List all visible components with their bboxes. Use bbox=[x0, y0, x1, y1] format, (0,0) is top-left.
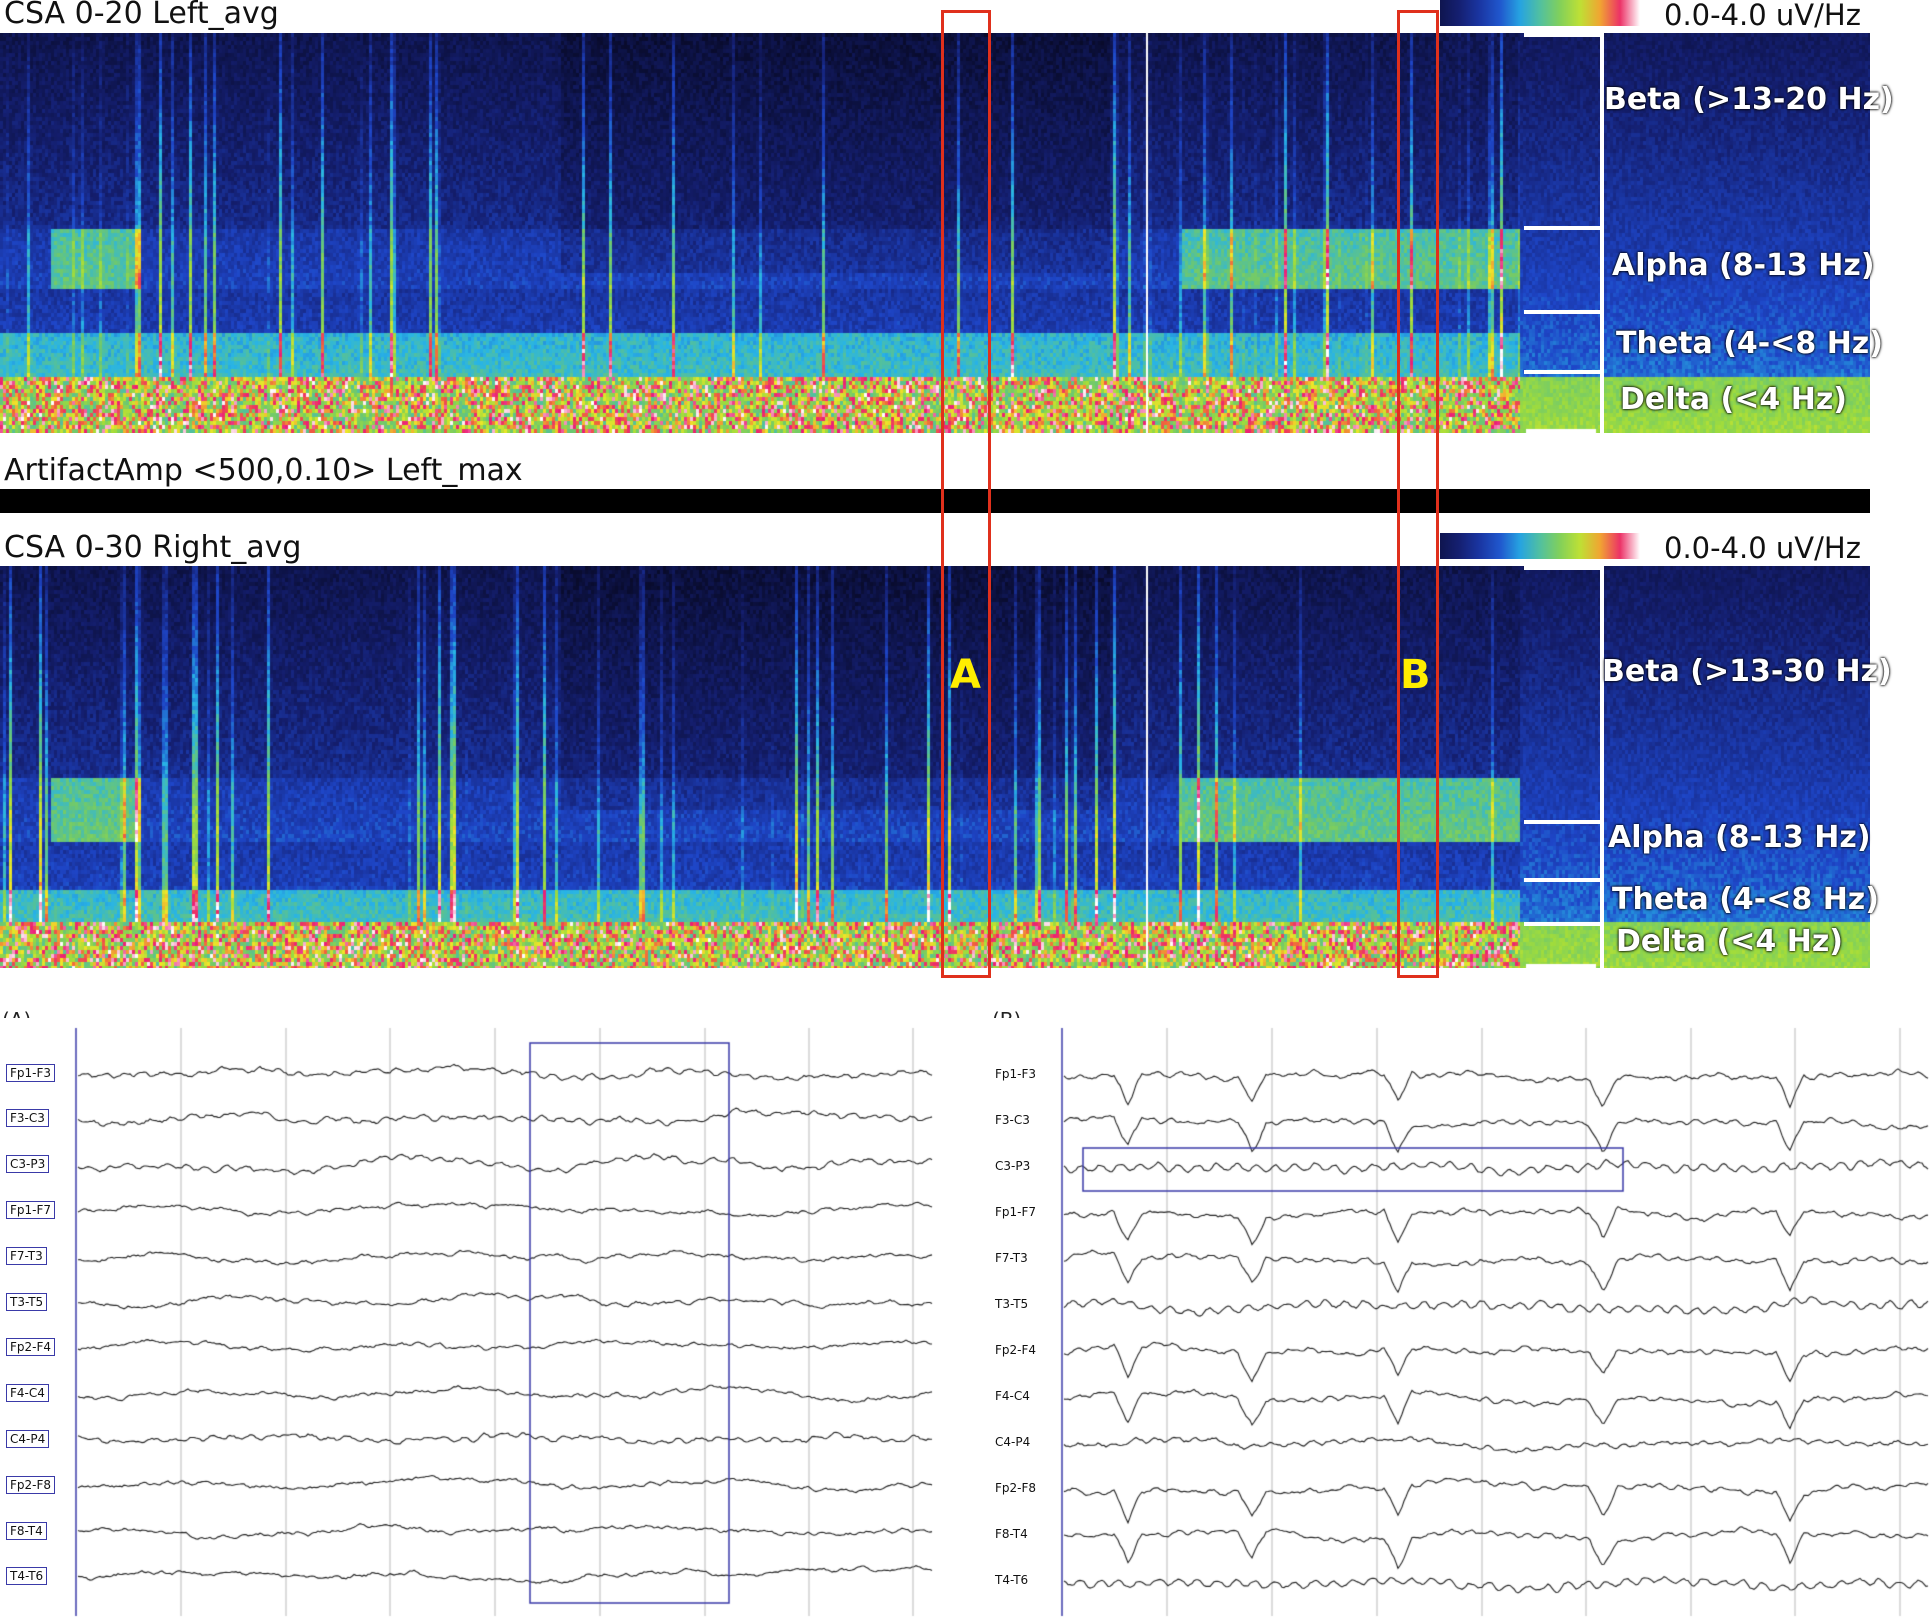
channel-label: Fp1-F3 bbox=[995, 1067, 1037, 1081]
csa-bottom-bracket-tick bbox=[1524, 820, 1602, 824]
csa-bottom-bracket-tick bbox=[1524, 922, 1602, 926]
channel-label: F7-T3 bbox=[6, 1247, 47, 1265]
csa-bottom-bracket-tick bbox=[1524, 566, 1602, 570]
artifact-bar bbox=[0, 489, 1870, 513]
csa-top-bracket-tick bbox=[1524, 226, 1602, 230]
artifact-title: ArtifactAmp <500,0.10> Left_max bbox=[4, 453, 523, 488]
channel-label: Fp1-F3 bbox=[6, 1064, 56, 1082]
csa-top-beta-label: Beta (>13-20 Hz) bbox=[1604, 82, 1894, 117]
channel-label: F3-C3 bbox=[995, 1113, 1030, 1127]
channel-label: Fp2-F4 bbox=[6, 1338, 56, 1356]
channel-label: Fp2-F4 bbox=[995, 1343, 1037, 1357]
channel-label: C3-P3 bbox=[6, 1155, 50, 1173]
csa-bottom-bracket-tick bbox=[1524, 878, 1602, 882]
csa-bottom-band-bracket bbox=[1600, 566, 1604, 968]
region-b-highlight-box bbox=[1397, 10, 1439, 978]
csa-top-scale: 0.0-4.0 uV/Hz bbox=[1664, 0, 1861, 32]
csa-top-alpha-label: Alpha (8-13 Hz) bbox=[1612, 248, 1875, 283]
channel-label: T4-T6 bbox=[6, 1567, 48, 1585]
region-b-label: B bbox=[1400, 652, 1431, 698]
channel-label: C3-P3 bbox=[995, 1159, 1031, 1173]
csa-bottom-title: CSA 0-30 Right_avg bbox=[4, 530, 302, 565]
csa-bottom-colorbar bbox=[1440, 533, 1640, 559]
channel-label: C4-P4 bbox=[6, 1430, 50, 1448]
channel-label: T4-T6 bbox=[995, 1573, 1029, 1587]
csa-top-bracket-tick bbox=[1524, 370, 1602, 374]
region-a-highlight-box bbox=[941, 10, 991, 978]
channel-label: F4-C4 bbox=[6, 1384, 49, 1402]
csa-top-band-bracket bbox=[1600, 33, 1604, 433]
csa-bottom-delta-label: Delta (<4 Hz) bbox=[1616, 924, 1844, 959]
channel-label: T3-T5 bbox=[995, 1297, 1029, 1311]
csa-bottom-theta-label: Theta (4-<8 Hz) bbox=[1612, 882, 1879, 917]
csa-top-delta-label: Delta (<4 Hz) bbox=[1620, 382, 1848, 417]
csa-bottom-spectrogram bbox=[0, 566, 1870, 968]
channel-label: Fp2-F8 bbox=[995, 1481, 1037, 1495]
channel-label: C4-P4 bbox=[995, 1435, 1031, 1449]
eeg-b-traces bbox=[990, 1018, 1931, 1618]
channel-label: F3-C3 bbox=[6, 1109, 49, 1127]
channel-label: F7-T3 bbox=[995, 1251, 1028, 1265]
channel-label: Fp2-F8 bbox=[6, 1476, 56, 1494]
channel-label: F4-C4 bbox=[995, 1389, 1030, 1403]
csa-bottom-beta-label: Beta (>13-30 Hz) bbox=[1602, 654, 1892, 689]
channel-label: Fp1-F7 bbox=[6, 1201, 56, 1219]
channel-label: Fp1-F7 bbox=[995, 1205, 1037, 1219]
csa-top-bracket-tick bbox=[1524, 310, 1602, 314]
channel-label: F8-T4 bbox=[995, 1527, 1028, 1541]
region-a-label: A bbox=[950, 652, 981, 698]
csa-bottom-alpha-label: Alpha (8-13 Hz) bbox=[1608, 820, 1871, 855]
csa-top-bracket-tick bbox=[1524, 33, 1602, 37]
csa-top-theta-label: Theta (4-<8 Hz) bbox=[1616, 326, 1883, 361]
csa-top-title: CSA 0-20 Left_avg bbox=[4, 0, 279, 31]
csa-bottom-scale: 0.0-4.0 uV/Hz bbox=[1664, 531, 1861, 565]
channel-label: F8-T4 bbox=[6, 1522, 47, 1540]
csa-top-spectrogram bbox=[0, 33, 1870, 433]
eeg-a-traces bbox=[0, 1018, 935, 1618]
csa-top-colorbar bbox=[1440, 0, 1640, 26]
channel-label: T3-T5 bbox=[6, 1293, 48, 1311]
